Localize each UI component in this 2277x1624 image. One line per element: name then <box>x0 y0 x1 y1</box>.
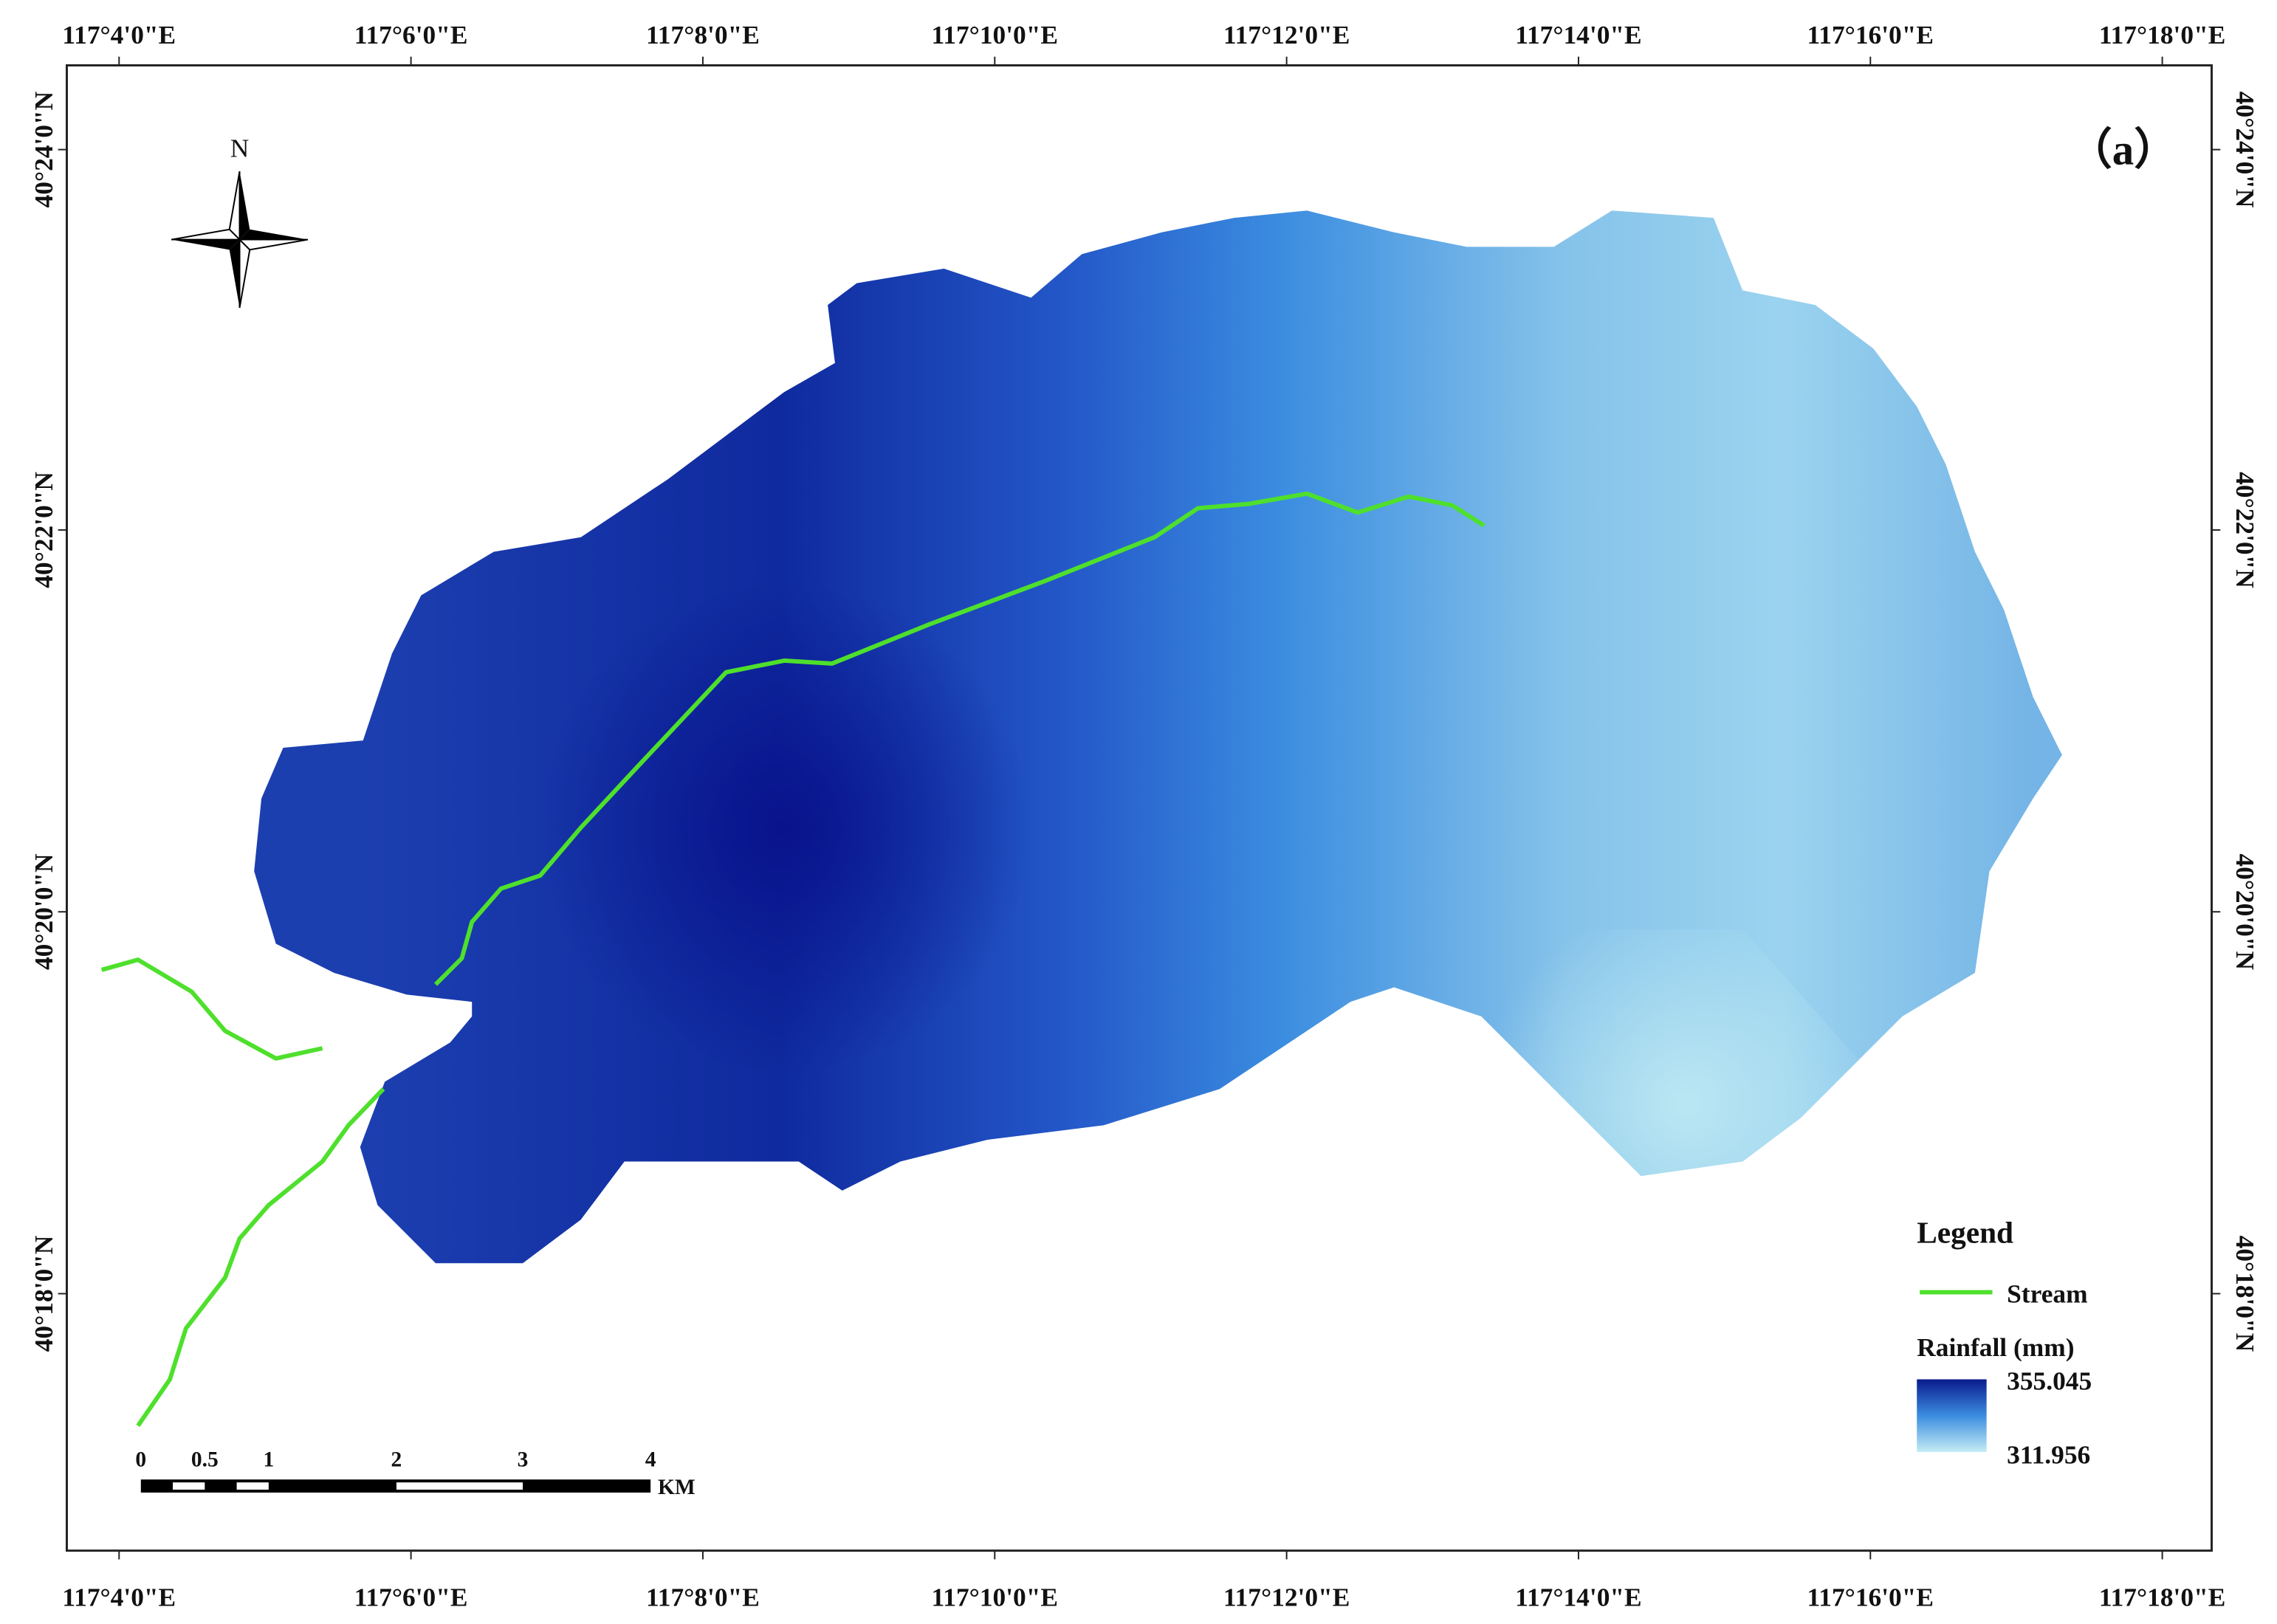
y-axis-label: 40°22'0"N <box>2230 472 2260 588</box>
x-axis-label: 117°16'0"E <box>1807 1582 1934 1611</box>
legend: Legend Stream Rainfall (mm) 355.045 311.… <box>1917 1216 2092 1470</box>
legend-max: 355.045 <box>2007 1366 2092 1395</box>
watershed <box>254 210 2062 1264</box>
y-axis-label: 40°18'0"N <box>29 1235 58 1352</box>
x-axis-label: 117°10'0"E <box>932 20 1058 49</box>
rainfall-light <box>1394 929 1859 1177</box>
scale-label: 1 <box>263 1448 274 1472</box>
legend-ramp <box>1917 1379 1987 1452</box>
x-axis-label: 117°6'0"E <box>354 1582 468 1611</box>
scale-bar <box>140 1479 651 1493</box>
north-arrow: N <box>171 133 309 309</box>
scale-label: 2 <box>391 1448 402 1472</box>
x-axis-label: 117°8'0"E <box>646 1582 760 1611</box>
y-axis-label: 40°24'0"N <box>2230 92 2260 208</box>
x-axis-label: 117°12'0"E <box>1223 20 1350 49</box>
scale-label: 3 <box>518 1448 529 1472</box>
x-axis-label: 117°4'0"E <box>62 1582 176 1611</box>
scale-label: 0.5 <box>191 1448 219 1472</box>
stream <box>100 957 323 1061</box>
y-axis-label: 40°22'0"N <box>29 472 58 588</box>
x-axis-label: 117°18'0"E <box>2099 1582 2225 1611</box>
x-axis-label: 117°18'0"E <box>2099 20 2225 49</box>
legend-rainfall-title: Rainfall (mm) <box>1917 1332 2074 1362</box>
panel-label: （a） <box>2069 125 2178 173</box>
stream <box>433 491 1486 986</box>
x-axis-label: 117°6'0"E <box>354 20 468 49</box>
scale-label: 0 <box>135 1448 146 1472</box>
legend-min: 311.956 <box>2007 1440 2090 1470</box>
x-axis-label: 117°12'0"E <box>1223 1582 1350 1611</box>
y-axis-label: 40°20'0"N <box>2230 853 2260 970</box>
x-axis-label: 117°4'0"E <box>62 20 176 49</box>
map-frame <box>65 64 2213 1552</box>
x-axis-label: 117°8'0"E <box>646 20 760 49</box>
x-axis-label: 117°14'0"E <box>1515 20 1641 49</box>
y-axis-label: 40°24'0"N <box>29 91 58 207</box>
y-axis-label: 40°20'0"N <box>29 853 58 970</box>
legend-stream: Stream <box>2007 1279 2087 1308</box>
legend-title: Legend <box>1917 1216 2013 1250</box>
y-axis-label: 40°18'0"N <box>2230 1236 2260 1352</box>
x-axis-label: 117°14'0"E <box>1515 1582 1641 1611</box>
stream <box>136 1087 385 1428</box>
streams <box>100 491 1486 1428</box>
x-axis-label: 117°10'0"E <box>932 1582 1058 1611</box>
scale-label: 4 <box>645 1448 656 1472</box>
north-label: N <box>230 133 250 162</box>
scale-unit: KM <box>658 1476 696 1499</box>
x-axis-label: 117°16'0"E <box>1807 20 1934 49</box>
